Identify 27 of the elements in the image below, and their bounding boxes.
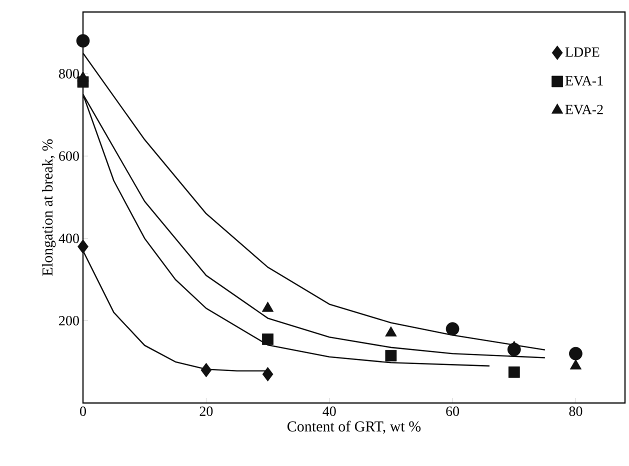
legend-label: EVA-2 <box>565 104 603 114</box>
point <box>262 366 274 382</box>
point <box>78 239 88 254</box>
legend-label: EVA-1 <box>565 76 603 86</box>
point <box>569 346 582 360</box>
y-tick-label: 400 <box>58 234 79 244</box>
x-tick-label: 0 <box>80 406 86 416</box>
y-tick-label: 800 <box>59 69 79 78</box>
point <box>76 34 90 48</box>
point <box>200 362 212 378</box>
x-tick-label: 80 <box>569 406 582 416</box>
y-tick-label: 200 <box>59 316 79 326</box>
point <box>262 334 274 345</box>
point <box>262 302 274 312</box>
x-tick-label: 40 <box>322 406 336 416</box>
point <box>446 322 460 336</box>
x-tick-label: 20 <box>200 406 213 416</box>
legend-label: LDPE <box>565 47 600 57</box>
point <box>508 366 520 378</box>
x-axis-title: Content of GRT, wt % <box>287 420 421 434</box>
y-tick-label: 600 <box>59 151 79 161</box>
point <box>507 342 521 356</box>
point <box>385 326 397 336</box>
point <box>570 359 582 370</box>
x-tick-label: 60 <box>446 406 460 416</box>
point <box>385 350 397 362</box>
y-axis-title: Elongation at break, % <box>42 139 56 276</box>
